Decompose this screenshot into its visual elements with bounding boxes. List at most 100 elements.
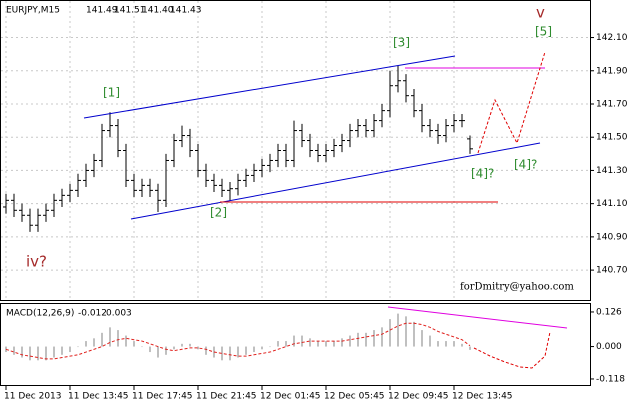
histogram-bar xyxy=(85,341,87,347)
y-tick-label: 141.70 xyxy=(596,99,627,109)
histogram-bar xyxy=(45,346,47,361)
annotation: v xyxy=(536,4,545,22)
histogram-bar xyxy=(109,327,111,347)
y-tick-label: 140.90 xyxy=(596,232,627,242)
y-tick-label: 0.126 xyxy=(596,307,622,317)
annotation: [4]? xyxy=(514,158,537,172)
histogram-bar xyxy=(437,341,439,347)
histogram-bar xyxy=(373,330,375,347)
histogram-bar xyxy=(189,343,191,347)
histogram-bar xyxy=(301,335,303,347)
x-tick-label: 11 Dec 21:45 xyxy=(196,392,257,402)
histogram-bar xyxy=(53,346,55,358)
histogram-bar xyxy=(341,338,343,347)
y-tick-label: 140.70 xyxy=(596,266,627,276)
histogram-bar xyxy=(405,316,407,347)
y-tick-label: 142.10 xyxy=(596,33,627,43)
annotation: [5] xyxy=(535,25,552,39)
histogram-bar xyxy=(69,346,71,353)
x-tick-label: 12 Dec 09:45 xyxy=(388,392,449,402)
histogram-bar xyxy=(29,346,31,361)
histogram-bar xyxy=(285,341,287,347)
histogram-bar xyxy=(453,341,455,347)
histogram-bar xyxy=(141,346,143,348)
histogram-bar xyxy=(461,343,463,347)
histogram-bar xyxy=(293,335,295,347)
histogram-bar xyxy=(389,319,391,347)
histogram-bar xyxy=(173,346,175,350)
histogram-bar xyxy=(325,341,327,347)
trend-line xyxy=(130,142,541,220)
y-tick-label: 141.90 xyxy=(596,66,627,76)
y-tick-label: 141.10 xyxy=(596,199,627,209)
header-value: 141.49 xyxy=(86,6,118,16)
histogram-bar xyxy=(421,330,423,347)
histogram-bar xyxy=(397,313,399,347)
histogram-bar xyxy=(61,346,63,355)
divergence-line xyxy=(387,306,568,329)
header-value: 141.43 xyxy=(170,6,202,16)
chart-title: EURJPY,M15 xyxy=(6,6,60,16)
histogram-bar xyxy=(253,346,255,353)
watermark: forDmitry@yahoo.com xyxy=(460,282,574,293)
histogram-bar xyxy=(245,346,247,355)
histogram-bar xyxy=(13,346,15,355)
histogram-bar xyxy=(205,346,207,355)
histogram-bar xyxy=(237,346,239,358)
header-value: -0.012 xyxy=(78,309,107,319)
histogram-bar xyxy=(413,321,415,347)
histogram-bar xyxy=(269,346,271,348)
histogram-bar xyxy=(277,341,279,347)
histogram-bar xyxy=(229,346,231,361)
histogram-bar xyxy=(165,346,167,355)
histogram-bar xyxy=(117,330,119,347)
histogram-bar xyxy=(157,346,159,358)
histogram-bar xyxy=(429,335,431,347)
y-tick-label: 141.30 xyxy=(596,166,627,176)
histogram-bar xyxy=(133,341,135,347)
forecast-line xyxy=(473,331,551,369)
histogram-bar xyxy=(381,327,383,347)
x-tick-label: 11 Dec 17:45 xyxy=(132,392,193,402)
header-value: 0.003 xyxy=(106,309,132,319)
x-tick-label: 12 Dec 05:45 xyxy=(324,392,385,402)
histogram-bar xyxy=(365,332,367,347)
histogram-bar xyxy=(149,346,151,353)
histogram-bar xyxy=(469,346,471,350)
histogram-bar xyxy=(317,341,319,347)
main-panel xyxy=(0,0,591,301)
histogram-bar xyxy=(221,346,223,361)
histogram-bar xyxy=(445,341,447,347)
histogram-bar xyxy=(101,332,103,347)
annotation: [4]? xyxy=(471,167,494,181)
y-tick-label: -0.118 xyxy=(596,374,625,384)
indicator-title: MACD(12,26,9) xyxy=(6,309,74,319)
x-tick-label: 11 Dec 13:45 xyxy=(68,392,129,402)
histogram-bar xyxy=(197,346,199,350)
trend-line xyxy=(83,55,456,119)
histogram-bar xyxy=(349,335,351,347)
annotation: [2] xyxy=(210,206,227,220)
y-tick-label: 141.50 xyxy=(596,133,627,143)
histogram-bar xyxy=(125,335,127,347)
histogram-bar xyxy=(357,332,359,347)
annotation: [3] xyxy=(393,36,410,50)
histogram-bar xyxy=(333,341,335,347)
x-tick-label: 11 Dec 2013 xyxy=(4,392,62,402)
annotation: iv? xyxy=(26,253,47,271)
histogram-bar xyxy=(37,346,39,361)
header-value: 141.40 xyxy=(142,6,174,16)
annotation: [1] xyxy=(103,86,120,100)
histogram-bar xyxy=(181,343,183,347)
signal-line xyxy=(5,322,471,360)
histogram-bar xyxy=(93,338,95,347)
y-tick-label: 0.000 xyxy=(596,342,622,352)
x-tick-label: 12 Dec 01:45 xyxy=(260,392,321,402)
forecast-line xyxy=(477,51,546,154)
macd-panel xyxy=(0,303,591,386)
histogram-bar xyxy=(309,338,311,347)
histogram-bar xyxy=(21,346,23,358)
x-tick-label: 12 Dec 13:45 xyxy=(452,392,513,402)
